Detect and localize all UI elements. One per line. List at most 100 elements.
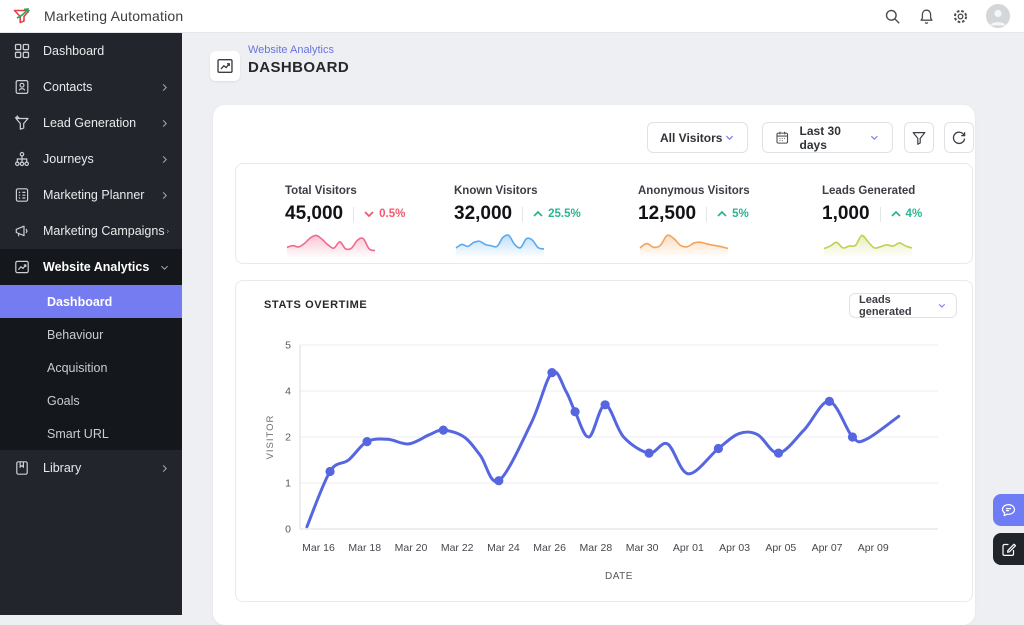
stat-label: Known Visitors (454, 185, 538, 197)
stat-value: 12,500 (638, 203, 697, 224)
stat-label: Anonymous Visitors (638, 185, 750, 197)
stat-value: 32,000 (454, 203, 513, 224)
app-logo-icon (12, 6, 34, 26)
page-icon (210, 51, 240, 81)
trend-arrow-icon (533, 210, 543, 217)
chevron-right-icon (162, 155, 167, 163)
sidebar-item-library[interactable]: Library (0, 450, 182, 486)
svg-text:Apr 01: Apr 01 (673, 542, 704, 554)
sidebar-item-website-analytics[interactable]: Website Analytics (0, 249, 182, 285)
sidebar-item-contacts[interactable]: Contacts (0, 69, 182, 105)
sidebar-subitem-smart-url[interactable]: Smart URL (47, 426, 109, 441)
main-content: Website Analytics DASHBOARD All Visitors… (182, 33, 1024, 625)
analytics-window-icon (15, 260, 29, 274)
sidebar-item-lead-generation[interactable]: Lead Generation (0, 105, 182, 141)
svg-text:Mar 18: Mar 18 (348, 542, 381, 554)
stats-summary-card: Total Visitors 45,000 0.5% Known Visitor… (235, 163, 973, 264)
stat-leads-generated: Leads Generated 1,000 4% (788, 164, 972, 263)
sidebar-label: Marketing Campaigns (43, 224, 165, 238)
feedback-button[interactable] (993, 533, 1024, 565)
stat-total-visitors: Total Visitors 45,000 0.5% (236, 164, 420, 263)
chevron-right-icon (162, 83, 167, 91)
stat-value: 45,000 (285, 203, 344, 224)
sidebar-subitem-acquisition[interactable]: Acquisition (47, 360, 108, 375)
sidebar-item-marketing-campaigns[interactable]: Marketing Campaigns (0, 213, 182, 249)
lead-funnel-icon (14, 115, 29, 130)
svg-text:Mar 24: Mar 24 (487, 542, 520, 554)
svg-text:Mar 20: Mar 20 (395, 542, 428, 554)
svg-text:DATE: DATE (605, 571, 633, 582)
svg-text:Mar 16: Mar 16 (302, 542, 335, 554)
chevron-right-icon (162, 191, 167, 199)
trend-arrow-icon (890, 210, 901, 217)
stat-change: 0.5% (364, 208, 405, 220)
sidebar-label: Lead Generation (43, 116, 137, 130)
svg-text:2: 2 (285, 432, 291, 444)
date-range-select[interactable]: Last 30 days (762, 122, 893, 153)
chat-button[interactable] (993, 494, 1024, 526)
trend-arrow-icon (364, 211, 374, 218)
sidebar-label: Website Analytics (43, 260, 150, 274)
sidebar-label: Library (43, 461, 82, 475)
megaphone-icon (15, 225, 28, 237)
search-icon[interactable] (884, 8, 901, 25)
sidebar-item-marketing-planner[interactable]: Marketing Planner (0, 177, 182, 213)
sidebar-label: Contacts (43, 80, 93, 94)
svg-text:Mar 30: Mar 30 (626, 542, 659, 554)
svg-text:4: 4 (285, 386, 291, 398)
svg-text:Mar 26: Mar 26 (533, 542, 566, 554)
svg-text:VISITOR: VISITOR (265, 415, 276, 460)
calendar-icon (776, 131, 789, 144)
sidebar-subitem-goals[interactable]: Goals (47, 393, 80, 408)
library-icon (16, 461, 28, 475)
filter-funnel-icon (912, 131, 926, 145)
sparkline-leads-generated (823, 234, 913, 258)
stat-label: Leads Generated (822, 185, 916, 197)
line-chart: 0 1 2 4 5 Mar 16 Mar 18 Mar 20 Mar 22 Mar 24 Mar 2… (264, 333, 948, 590)
metric-select-value: Leads generated (859, 293, 912, 318)
sidebar-item-journeys[interactable]: Journeys (0, 141, 182, 177)
sidebar-item-dashboard[interactable]: Dashboard (0, 33, 182, 69)
svg-text:Apr 03: Apr 03 (719, 542, 750, 554)
chevron-down-icon (725, 135, 734, 141)
sidebar-subitem-dashboard[interactable]: Dashboard (0, 285, 182, 318)
sparkline-anonymous-visitors (639, 234, 729, 258)
svg-text:Apr 09: Apr 09 (858, 542, 889, 554)
topbar: Marketing Automation (0, 0, 1024, 33)
sparkline-known-visitors (455, 234, 545, 258)
visitor-filter-value: All Visitors (660, 130, 723, 145)
chevron-right-icon (166, 229, 169, 233)
svg-text:5: 5 (285, 340, 291, 352)
svg-text:Apr 07: Apr 07 (812, 542, 843, 554)
sidebar: Dashboard Contacts Lead Generation Journ… (0, 33, 182, 615)
metric-select[interactable]: Leads generated (849, 293, 957, 318)
stat-change: 25.5% (533, 208, 581, 220)
sidebar-label: Journeys (43, 152, 94, 166)
stat-value: 1,000 (822, 203, 870, 224)
chevron-right-icon (162, 464, 167, 472)
contacts-icon (15, 80, 29, 95)
gear-icon[interactable] (952, 8, 969, 25)
visitor-filter-select[interactable]: All Visitors (647, 122, 748, 153)
breadcrumb[interactable]: Website Analytics (248, 44, 335, 56)
svg-text:0: 0 (285, 524, 291, 536)
user-avatar[interactable] (986, 4, 1010, 28)
stat-change: 5% (717, 208, 749, 220)
card-title: STATS OVERTIME (264, 299, 368, 311)
filter-button[interactable] (904, 122, 934, 153)
refresh-button[interactable] (944, 122, 974, 153)
bell-icon[interactable] (918, 8, 935, 25)
svg-text:Mar 22: Mar 22 (441, 542, 474, 554)
app-title: Marketing Automation (44, 8, 184, 24)
svg-text:1: 1 (285, 478, 291, 490)
sidebar-label: Marketing Planner (43, 188, 145, 202)
stat-anonymous-visitors: Anonymous Visitors 12,500 5% (604, 164, 788, 263)
compose-icon (1001, 543, 1016, 556)
chevron-down-icon (938, 303, 946, 308)
sidebar-label: Dashboard (43, 44, 105, 58)
sidebar-subitem-behaviour[interactable]: Behaviour (47, 327, 104, 342)
sparkline-total-visitors (286, 234, 376, 258)
stat-label: Total Visitors (285, 185, 357, 197)
chevron-down-icon (871, 135, 879, 141)
svg-text:Apr 05: Apr 05 (765, 542, 796, 554)
